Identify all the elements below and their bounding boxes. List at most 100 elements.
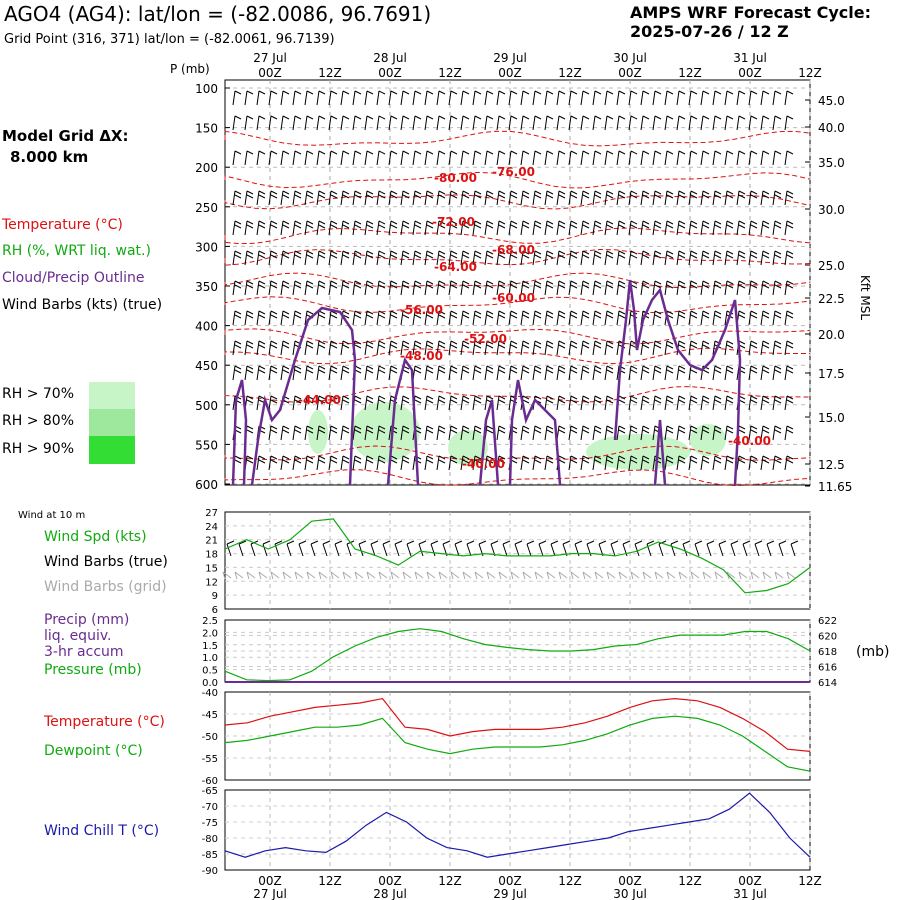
bottom-time-tick: 00Z — [498, 874, 522, 888]
wind-barb-feather — [738, 224, 746, 229]
sfc-barb-staff — [766, 543, 772, 557]
wind-barb-feather — [750, 369, 758, 374]
top-time-tick: 12Z — [318, 66, 342, 80]
sfc-barb-feather — [334, 540, 343, 545]
wind-barb-feather — [570, 280, 578, 285]
wind-barb-feather — [462, 150, 470, 155]
wind-barb-staff — [724, 150, 728, 166]
wind-barb-staff — [412, 250, 416, 266]
wind-tick-label: 27 — [205, 508, 218, 519]
wind-barb-feather — [474, 150, 482, 155]
wind-barb-feather — [738, 284, 746, 289]
wind-barb-staff — [604, 280, 608, 296]
wind-barb-feather — [630, 459, 638, 464]
wind-barb-feather — [594, 314, 602, 319]
wind-barb-feather — [750, 395, 758, 400]
wind-barb-feather — [774, 90, 782, 95]
chill-tick-label: -85 — [202, 850, 218, 861]
wind-barb-feather — [774, 344, 782, 349]
wind-barb-staff — [544, 425, 548, 441]
sfc-barb-grid-feather — [534, 571, 538, 580]
wind-barb-feather — [450, 395, 458, 400]
wind-barb-feather — [498, 194, 506, 199]
wind-barb-feather — [642, 250, 650, 255]
wind-barb-feather — [618, 194, 626, 199]
height-tick-label: 25.0 — [818, 259, 845, 273]
wind-barb-staff — [244, 90, 248, 106]
wind-barb-feather — [714, 250, 722, 255]
wind-barb-staff — [580, 365, 584, 381]
wind-barb-feather — [582, 284, 590, 289]
wind-barb-feather — [414, 115, 422, 120]
wind-tick-label: 24 — [205, 522, 218, 533]
wind-barb-feather — [690, 310, 698, 315]
wind-barb-feather — [450, 425, 458, 430]
sfc-barb-grid-staff — [690, 571, 700, 579]
wind-barb-feather — [330, 284, 338, 289]
wind-barb-feather — [258, 314, 266, 319]
wind-barb-staff — [256, 150, 260, 166]
wind-barb-staff — [484, 280, 488, 296]
wind-barb-feather — [366, 284, 374, 289]
wind-barb-feather — [450, 399, 458, 404]
wind-barb-feather — [462, 310, 470, 315]
wind-barb-staff — [688, 190, 692, 206]
wind-barb-feather — [558, 194, 566, 199]
wind-barb-feather — [510, 365, 518, 370]
wind-barb-feather — [498, 429, 506, 434]
lower-grid — [225, 512, 811, 870]
wind-tick-label: 12 — [205, 577, 218, 588]
wind-barb-feather — [402, 340, 410, 345]
sfc-barb-feather — [262, 540, 271, 545]
wind-barb-feather — [258, 369, 266, 374]
wind-barb-feather — [246, 280, 254, 285]
wind-barb-feather — [534, 224, 542, 229]
wind-barb-feather — [594, 190, 602, 195]
wind-barb-feather — [666, 395, 674, 400]
wind-barb-feather — [270, 310, 278, 315]
wind-barb-feather — [534, 344, 542, 349]
wind-barb-feather — [630, 395, 638, 400]
wind-barb-feather — [522, 310, 530, 315]
wind-barb-feather — [702, 344, 710, 349]
wind-barb-staff — [760, 90, 764, 106]
wind-barb-feather — [378, 459, 386, 464]
wind-barb-staff — [388, 220, 392, 236]
wind-barb-feather — [510, 344, 518, 349]
wind-barb-feather — [234, 455, 242, 460]
wind-barb-feather — [474, 194, 482, 199]
wind-barb-feather — [702, 150, 710, 155]
wind-barb-feather — [774, 284, 782, 289]
contour-label: -52.00 — [464, 332, 507, 346]
sfc-barb-grid-staff — [462, 571, 472, 579]
wind-barb-feather — [258, 194, 266, 199]
wind-barb-feather — [630, 399, 638, 404]
wind-barb-feather — [642, 365, 650, 370]
wind-barb-feather — [726, 395, 734, 400]
wind-barb-feather — [750, 459, 758, 464]
wind-barb-staff — [244, 280, 248, 296]
wind-barb-feather — [402, 455, 410, 460]
wind-barb-feather — [486, 344, 494, 349]
sfc-barb-grid-staff — [498, 571, 508, 579]
wind-barb-staff — [400, 90, 404, 106]
wind-barb-feather — [570, 344, 578, 349]
wind-barb-feather — [786, 340, 794, 345]
wind-barb-staff — [472, 115, 476, 131]
sfc-barb-staff — [454, 543, 460, 557]
wind-barb-feather — [498, 344, 506, 349]
wind-tick-label: 6 — [212, 605, 218, 616]
wind-barb-feather — [306, 280, 314, 285]
wind-barb-feather — [258, 90, 266, 95]
contour-label: -72.00 — [432, 215, 475, 229]
wind-barb-staff — [736, 190, 740, 206]
wind-barb-staff — [256, 310, 260, 326]
wind-barb-feather — [330, 280, 338, 285]
wind-barbs-true-legend: Wind Barbs (true) — [44, 554, 168, 570]
wind-barb-feather — [330, 150, 338, 155]
wind-barb-feather — [630, 455, 638, 460]
wind-barb-feather — [690, 459, 698, 464]
wind-barb-staff — [316, 115, 320, 131]
wind-barb-feather — [678, 340, 686, 345]
wind-barb-feather — [774, 459, 782, 464]
